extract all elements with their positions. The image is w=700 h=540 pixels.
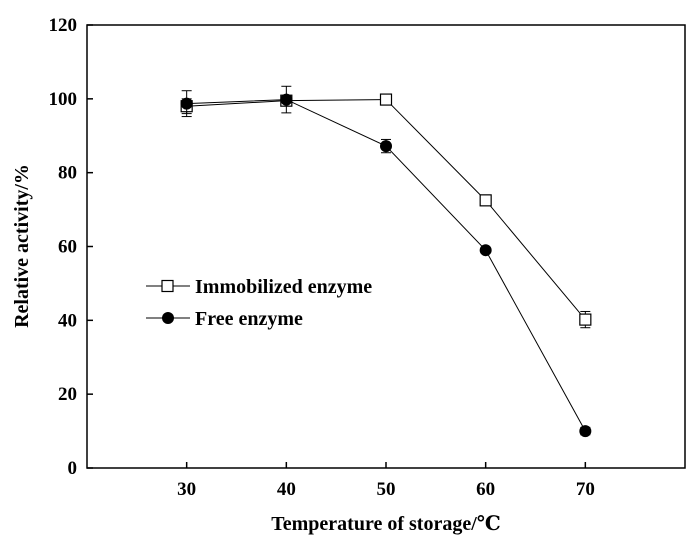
- data-point: [379, 93, 393, 106]
- y-tick-label: 0: [68, 458, 78, 479]
- legend-marker-free: [162, 312, 174, 324]
- x-tick-label: 40: [277, 479, 296, 500]
- data-point: [579, 313, 592, 326]
- data-point: [280, 93, 293, 106]
- y-axis-title: Relative activity/%: [11, 164, 33, 328]
- data-point: [479, 194, 492, 207]
- series-layer: [180, 85, 592, 438]
- plot-frame: [86, 24, 686, 469]
- data-point: [380, 140, 392, 153]
- legend: Immobilized enzyme Free enzyme: [146, 276, 372, 330]
- legend-label-free: Free enzyme: [195, 308, 303, 330]
- x-tick-label: 30: [177, 479, 196, 500]
- data-point: [579, 425, 592, 438]
- y-tick-label: 40: [58, 310, 77, 331]
- y-tick-label: 100: [49, 89, 78, 110]
- legend-label-immobilized: Immobilized enzyme: [195, 276, 372, 298]
- y-tick-label: 60: [58, 237, 77, 258]
- x-tick-label: 60: [476, 479, 495, 500]
- y-tick-label: 20: [58, 384, 77, 405]
- y-tick-label: 120: [49, 15, 78, 36]
- y-axis-ticks: 0 20 40 60 80 100 120: [49, 15, 93, 479]
- x-tick-label: 50: [377, 479, 396, 500]
- x-axis-ticks: 30 40 50 60 70: [177, 462, 595, 500]
- y-tick-label: 80: [58, 163, 77, 184]
- x-axis-title: Temperature of storage/℃: [271, 513, 500, 535]
- series-1: [180, 85, 592, 438]
- data-point: [479, 244, 492, 257]
- x-tick-label: 70: [576, 479, 595, 500]
- data-point: [180, 97, 193, 110]
- legend-marker-immobilized: [161, 279, 174, 293]
